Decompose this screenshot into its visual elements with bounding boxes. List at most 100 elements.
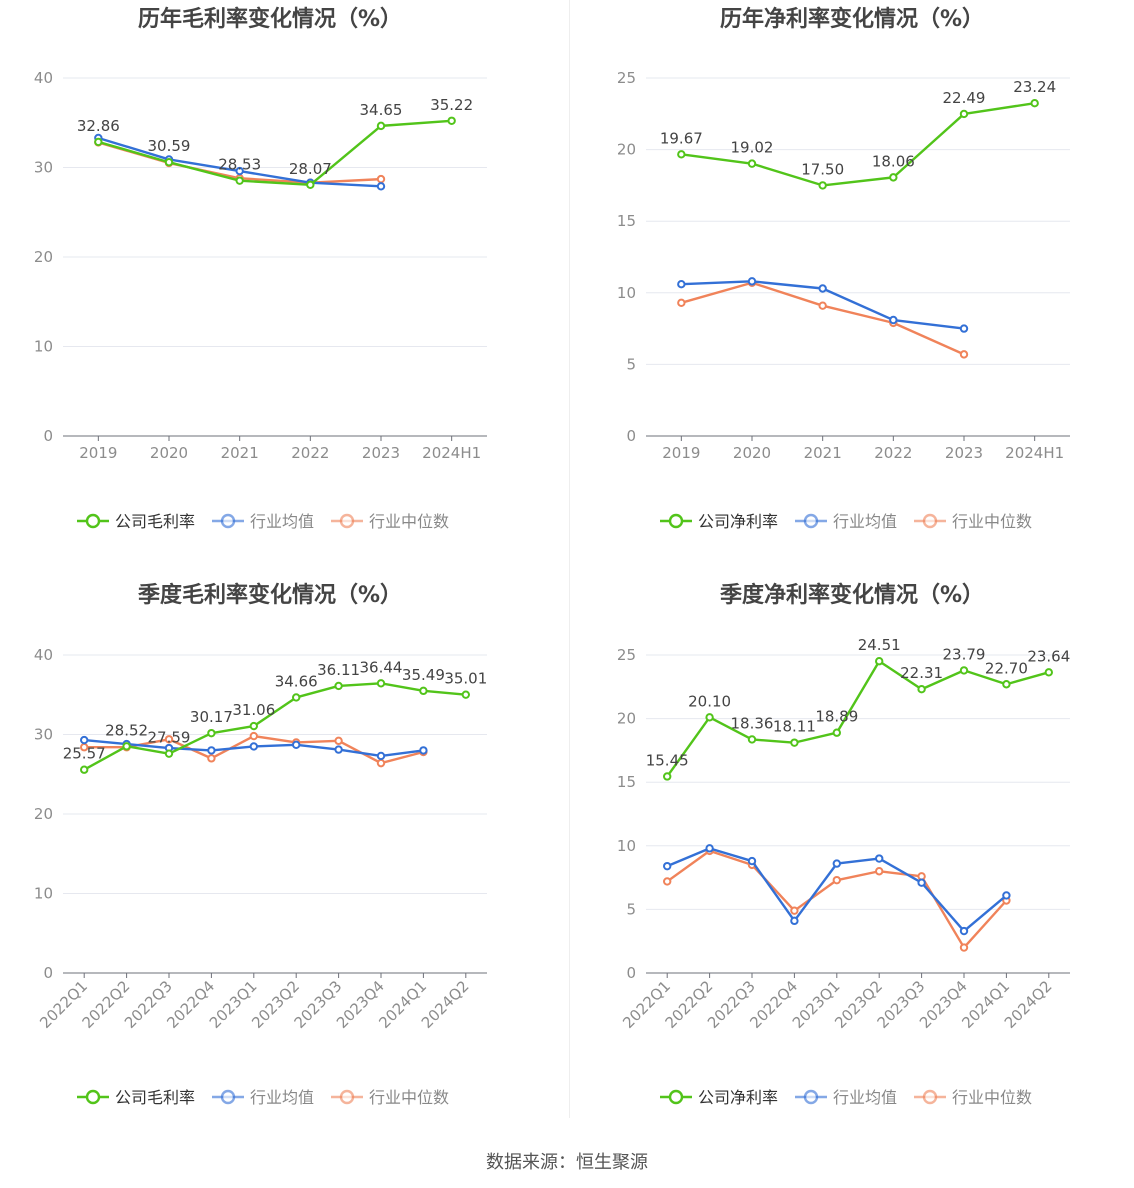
data-point-2	[747, 856, 757, 866]
data-point-2	[747, 277, 757, 286]
x-tick-label: 2021	[804, 444, 842, 462]
y-tick-label: 40	[34, 646, 53, 664]
data-point-2	[207, 746, 216, 755]
series-line-1	[83, 682, 466, 771]
data-point-1	[875, 657, 884, 666]
data-point-2	[663, 861, 672, 871]
x-tick-label: 2024H1	[422, 444, 481, 462]
data-point-2	[959, 926, 969, 936]
legend-marker	[922, 513, 938, 529]
data-point-1	[663, 772, 672, 781]
data-point-1	[818, 181, 827, 190]
data-point-2	[705, 844, 714, 853]
y-tick-label: 20	[34, 805, 53, 823]
series-line-3	[681, 281, 965, 356]
data-label: 18.89	[815, 708, 858, 726]
x-tick-label: 2023	[362, 444, 400, 462]
x-tick-label: 2024H1	[1005, 444, 1064, 462]
data-point-1	[832, 728, 841, 737]
data-point-2	[917, 878, 926, 887]
y-tick-label: 10	[34, 885, 53, 903]
data-point-3	[334, 736, 343, 746]
y-tick-label: 25	[617, 69, 636, 87]
chart-title: 历年净利率变化情况（%）	[720, 6, 984, 32]
legend-marker	[803, 1089, 819, 1105]
data-point-3	[790, 906, 799, 915]
data-point-3	[818, 301, 827, 310]
y-tick-label: 20	[617, 710, 636, 728]
data-point-1	[447, 116, 456, 125]
data-point-1	[164, 749, 174, 758]
x-tick-label: 2019	[79, 444, 117, 462]
y-tick-label: 10	[617, 837, 636, 855]
data-point-1	[747, 735, 757, 744]
data-point-2	[889, 315, 898, 325]
data-label: 19.02	[731, 139, 774, 157]
legend-label: 行业中位数	[369, 1088, 449, 1107]
data-point-2	[818, 284, 827, 293]
data-label: 35.49	[402, 666, 445, 684]
chart-title: 季度毛利率变化情况（%）	[138, 582, 402, 608]
data-label: 36.44	[360, 658, 403, 676]
y-tick-label: 0	[626, 427, 636, 445]
x-tick-label: 2024Q2	[418, 977, 473, 1032]
data-point-1	[207, 728, 216, 738]
data-point-1	[292, 693, 301, 702]
data-point-3	[677, 298, 686, 308]
data-point-1	[334, 681, 343, 691]
y-tick-label: 5	[626, 900, 636, 918]
data-point-2	[875, 854, 884, 863]
data-label: 19.67	[660, 129, 703, 147]
x-tick-label: 2022	[874, 444, 912, 462]
data-point-1	[959, 666, 969, 675]
data-point-2	[334, 745, 343, 754]
data-label: 24.51	[858, 636, 901, 654]
data-point-1	[747, 159, 757, 168]
data-label: 17.50	[801, 160, 844, 178]
chart-panel-1: 历年毛利率变化情况（%） 0 10 20 30 40 2019 2020 2021 2022 202…	[34, 6, 487, 531]
data-point-1	[249, 721, 259, 731]
data-point-2	[80, 735, 89, 745]
data-point-3	[207, 754, 216, 763]
y-tick-label: 10	[34, 338, 53, 356]
data-label: 25.57	[63, 745, 106, 763]
data-label: 22.31	[900, 664, 943, 682]
data-point-3	[959, 943, 969, 952]
data-point-1	[80, 765, 89, 774]
data-point-3	[875, 867, 884, 876]
data-point-3	[832, 875, 841, 885]
legend-marker	[220, 1089, 236, 1105]
data-label: 36.11	[317, 661, 360, 679]
data-point-3	[249, 731, 259, 741]
data-label: 22.49	[943, 89, 986, 107]
data-point-1	[376, 121, 386, 131]
data-label: 34.65	[360, 101, 403, 119]
data-label: 18.06	[872, 152, 915, 170]
legend-label: 行业均值	[250, 1088, 314, 1107]
data-label: 30.17	[190, 708, 233, 726]
data-label: 27.59	[148, 729, 191, 747]
x-tick-label: 2021	[221, 444, 259, 462]
y-tick-label: 20	[34, 248, 53, 266]
legend-label: 行业中位数	[952, 512, 1032, 531]
data-point-2	[1002, 891, 1011, 900]
data-point-1	[1030, 99, 1039, 108]
data-label: 34.66	[275, 672, 318, 690]
data-point-3	[164, 735, 174, 744]
legend-marker	[339, 1089, 355, 1105]
data-label: 32.86	[77, 117, 120, 135]
legend-marker	[668, 513, 684, 529]
legend-marker	[339, 513, 355, 529]
chart-panel-4: 季度净利率变化情况（%）05101520252022Q12022Q22022Q3…	[617, 582, 1070, 1107]
data-label: 31.06	[232, 701, 275, 719]
x-tick-label: 2020	[150, 444, 188, 462]
data-label: 15.45	[646, 751, 689, 769]
source-note: 数据来源：恒生聚源	[486, 1152, 648, 1173]
panel-divider	[569, 0, 570, 1118]
data-point-1	[1002, 680, 1011, 689]
data-point-1	[1044, 668, 1054, 677]
x-tick-label: 2020	[733, 444, 771, 462]
data-label: 28.07	[289, 160, 332, 178]
y-tick-label: 20	[617, 141, 636, 159]
data-point-1	[235, 176, 244, 185]
